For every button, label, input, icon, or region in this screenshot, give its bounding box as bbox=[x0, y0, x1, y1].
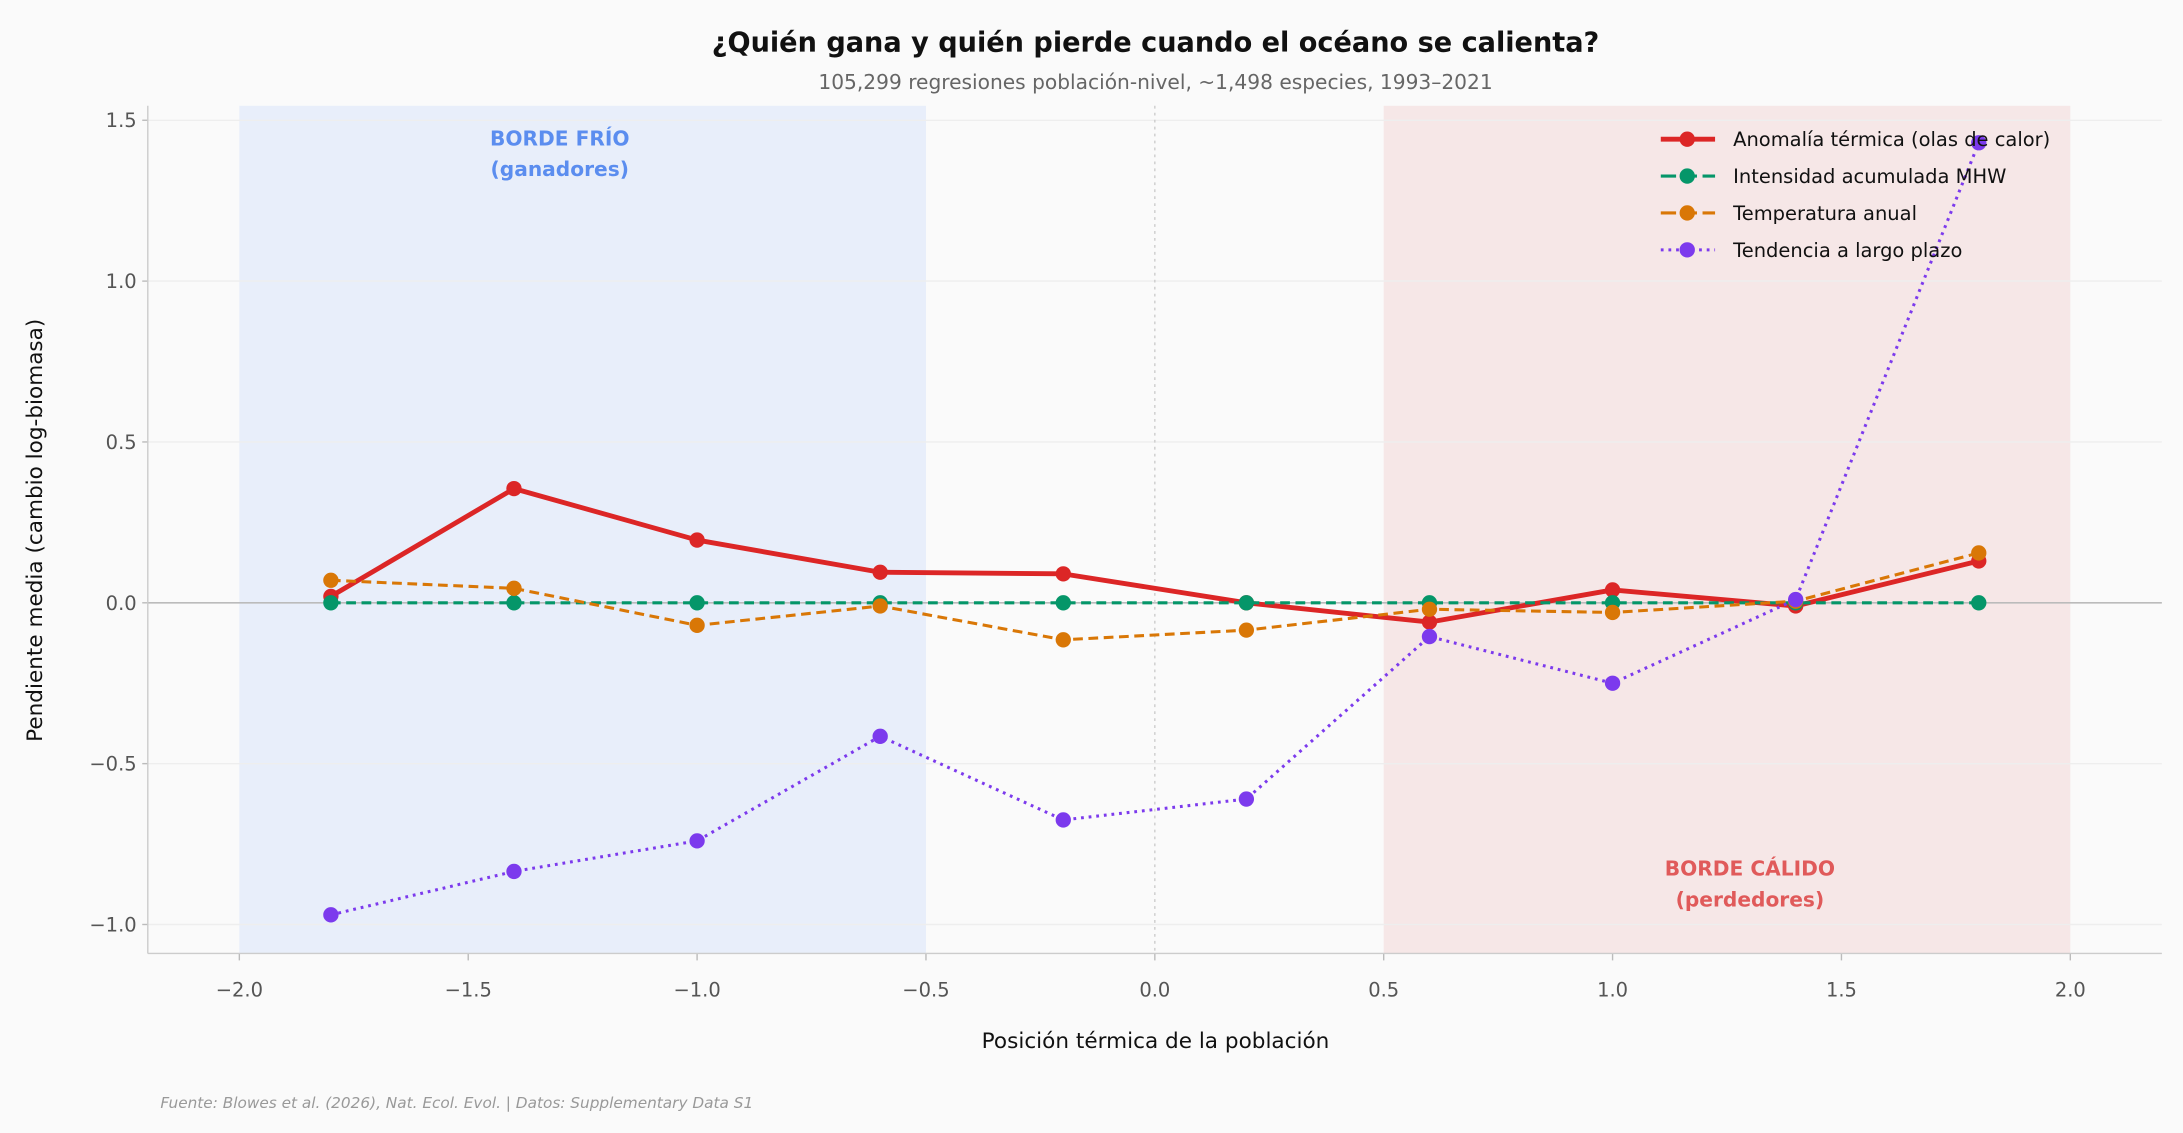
legend-label: Tendencia a largo plazo bbox=[1732, 239, 1962, 262]
data-point bbox=[689, 532, 705, 548]
series-line bbox=[329, 486, 1980, 625]
legend-marker bbox=[1679, 242, 1695, 258]
data-point bbox=[1055, 812, 1071, 828]
y-tick-label: −1.0 bbox=[89, 913, 136, 936]
x-axis-label: Posición térmica de la población bbox=[982, 1029, 1330, 1054]
x-tick-label: 1.0 bbox=[1597, 979, 1628, 1002]
x-tick-label: 0.0 bbox=[1139, 979, 1170, 1002]
data-point bbox=[323, 907, 339, 923]
data-point bbox=[1788, 591, 1804, 608]
series-lines bbox=[323, 135, 1987, 923]
data-point bbox=[506, 595, 522, 611]
region-label: (ganadores) bbox=[491, 157, 629, 181]
legend-label: Anomalía térmica (olas de calor) bbox=[1733, 128, 2050, 151]
shaded-regions: BORDE FRÍO (ganadores) BORDE CÁLIDO (perded… bbox=[239, 105, 2071, 954]
data-point bbox=[689, 617, 705, 633]
y-tick-label: 1.0 bbox=[106, 270, 137, 293]
shaded-region bbox=[239, 105, 926, 954]
chart-title: ¿Quién gana y quién pierde cuando el océ… bbox=[712, 27, 1600, 58]
data-point bbox=[1971, 545, 1987, 561]
data-point bbox=[689, 833, 705, 849]
series-line bbox=[330, 551, 1980, 642]
grid bbox=[147, 105, 2162, 954]
data-point bbox=[1055, 595, 1071, 611]
data-point bbox=[872, 598, 888, 614]
x-tick-label: −1.0 bbox=[673, 979, 720, 1002]
data-point bbox=[1238, 622, 1255, 638]
legend-label: Temperatura anual bbox=[1732, 202, 1917, 225]
y-tick-label: 1.5 bbox=[106, 109, 137, 132]
data-point bbox=[323, 595, 339, 611]
data-point bbox=[872, 728, 888, 744]
legend-label: Intensidad acumulada MHW bbox=[1733, 165, 2006, 188]
data-point bbox=[1971, 135, 1987, 151]
y-tick-label: 0.0 bbox=[106, 592, 137, 615]
axes: −1.0 −0.5 0.0 0.5 1.0 1.5 −2.0 −1.5 −1.0 −0.5 0.0 0… bbox=[89, 105, 2162, 1002]
data-point bbox=[1971, 595, 1987, 611]
shaded-region bbox=[1383, 105, 2071, 954]
data-point bbox=[1238, 595, 1255, 611]
region-label: (perdedores) bbox=[1676, 887, 1825, 911]
data-point bbox=[1421, 601, 1438, 617]
data-point bbox=[506, 863, 522, 880]
x-tick-label: −0.5 bbox=[902, 979, 949, 1002]
region-label: BORDE CÁLIDO bbox=[1665, 857, 1835, 881]
data-point bbox=[1238, 791, 1255, 807]
x-tick-label: 0.5 bbox=[1368, 979, 1399, 1002]
data-point bbox=[1055, 566, 1071, 582]
data-point bbox=[872, 564, 888, 580]
data-point bbox=[1421, 614, 1438, 630]
x-tick-label: −1.5 bbox=[445, 979, 492, 1002]
data-point bbox=[506, 480, 522, 497]
data-point bbox=[1604, 675, 1621, 691]
x-tick-label: −2.0 bbox=[216, 979, 263, 1002]
source-note: Fuente: Blowes et al. (2026), Nat. Ecol.… bbox=[160, 1094, 753, 1112]
y-tick-label: −0.5 bbox=[89, 753, 136, 776]
data-point bbox=[1055, 632, 1071, 648]
legend-marker bbox=[1679, 168, 1695, 184]
data-point bbox=[1604, 582, 1621, 598]
data-point bbox=[323, 572, 339, 588]
x-tick-label: 2.0 bbox=[2055, 979, 2086, 1002]
chart-subtitle: 105,299 regresiones población-nivel, ~1,… bbox=[818, 70, 1492, 94]
x-tick-label: 1.5 bbox=[1826, 979, 1857, 1002]
data-point bbox=[1604, 604, 1621, 621]
legend: Anomalía térmica (olas de calor) Intensid… bbox=[1660, 128, 2050, 262]
legend-marker bbox=[1679, 131, 1695, 147]
data-point bbox=[1421, 628, 1438, 645]
legend-marker bbox=[1679, 205, 1695, 221]
region-label: BORDE FRÍO bbox=[490, 126, 630, 150]
y-tick-label: 0.5 bbox=[106, 431, 137, 454]
data-point bbox=[689, 595, 705, 611]
y-axis-label: Pendiente media (cambio log-biomasa) bbox=[23, 319, 48, 742]
data-point bbox=[506, 580, 522, 596]
